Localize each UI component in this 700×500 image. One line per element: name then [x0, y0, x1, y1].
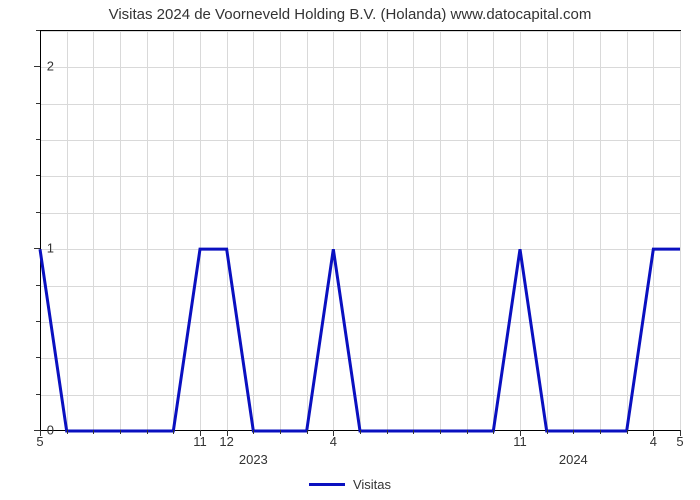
xtick-mark-minor	[280, 430, 281, 434]
chart-title: Visitas 2024 de Voorneveld Holding B.V. …	[0, 6, 700, 23]
ytick-mark	[34, 248, 40, 249]
xtick-mark-minor	[120, 430, 121, 434]
ytick-mark-minor	[36, 212, 40, 213]
legend-swatch	[309, 483, 345, 486]
chart-container: Visitas 2024 de Voorneveld Holding B.V. …	[0, 0, 700, 500]
xtick-mark-minor	[467, 430, 468, 434]
plot-area	[40, 30, 681, 431]
xtick-label: 5	[36, 434, 43, 449]
grid-v	[680, 31, 681, 431]
ytick-mark	[34, 66, 40, 67]
ytick-mark-minor	[36, 30, 40, 31]
ytick-mark-minor	[36, 139, 40, 140]
xtick-mark-minor	[547, 430, 548, 434]
xtick-mark-minor	[93, 430, 94, 434]
xtick-label: 4	[330, 434, 337, 449]
xtick-mark-minor	[360, 430, 361, 434]
xtick-label: 5	[676, 434, 683, 449]
xtick-label: 11	[193, 434, 207, 449]
xtick-mark-minor	[627, 430, 628, 434]
xtick-mark-minor	[573, 430, 574, 434]
xtick-mark-minor	[600, 430, 601, 434]
series-svg	[40, 31, 680, 431]
legend-label: Visitas	[353, 477, 391, 492]
xtick-label: 12	[219, 434, 233, 449]
ytick-mark-minor	[36, 175, 40, 176]
ytick-mark-minor	[36, 103, 40, 104]
xtick-label: 11	[513, 434, 527, 449]
ytick-mark-minor	[36, 321, 40, 322]
xtick-mark-minor	[307, 430, 308, 434]
ytick-mark-minor	[36, 285, 40, 286]
series-line	[40, 249, 680, 431]
xtick-mark-minor	[413, 430, 414, 434]
xtick-mark-minor	[67, 430, 68, 434]
xtick-mark-minor	[173, 430, 174, 434]
xtick-mark-minor	[493, 430, 494, 434]
xtick-mark-minor	[253, 430, 254, 434]
xtick-mark-minor	[147, 430, 148, 434]
legend: Visitas	[0, 476, 700, 492]
xtick-mark-minor	[387, 430, 388, 434]
xtick-label: 4	[650, 434, 657, 449]
xtick-mark-minor	[440, 430, 441, 434]
x-year-label: 2024	[559, 452, 588, 467]
ytick-mark-minor	[36, 357, 40, 358]
x-year-label: 2023	[239, 452, 268, 467]
ytick-mark-minor	[36, 394, 40, 395]
